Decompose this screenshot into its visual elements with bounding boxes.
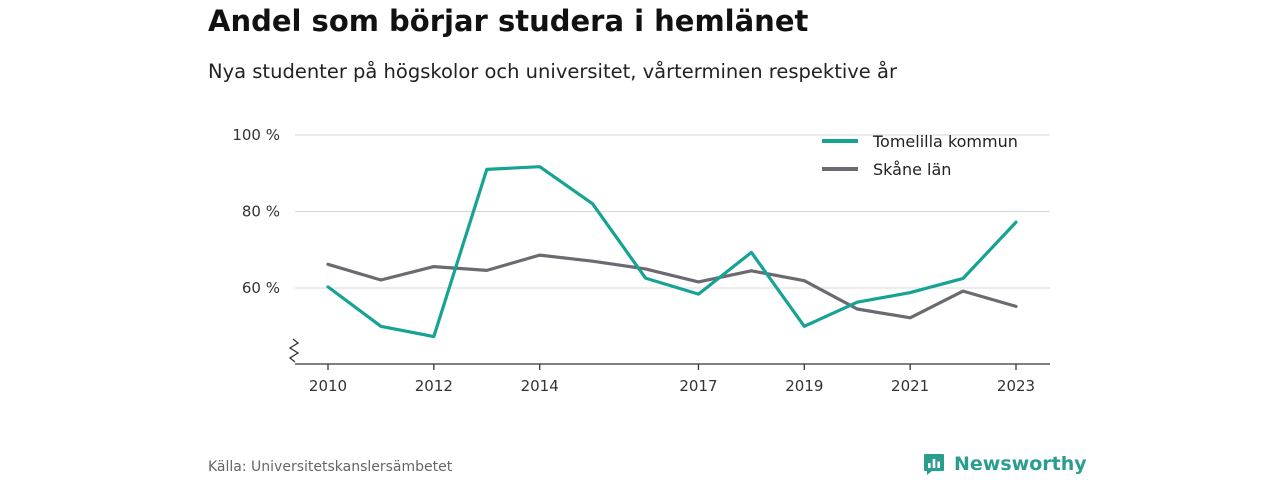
legend-label: Tomelilla kommun (872, 132, 1018, 151)
y-tick-label: 100 % (232, 126, 280, 144)
x-tick-label: 2021 (891, 377, 929, 395)
brand-logo[interactable]: Newsworthy (922, 450, 1087, 478)
x-tick-label: 2014 (521, 377, 559, 395)
chart-subtitle: Nya studenter på högskolor och universit… (208, 60, 897, 83)
x-tick-label: 2019 (785, 377, 823, 395)
newsworthy-logo-icon (924, 454, 944, 475)
y-tick-label: 80 % (242, 203, 280, 221)
x-tick-label: 2017 (679, 377, 717, 395)
y-tick-label: 60 % (242, 279, 280, 297)
series-line-tomelilla (326, 165, 1018, 339)
chart-title: Andel som börjar studera i hemlänet (208, 4, 809, 38)
legend-label: Skåne län (873, 160, 951, 179)
x-tick-label: 2023 (997, 377, 1035, 395)
x-tick-label: 2012 (415, 377, 453, 395)
axis-break-icon (288, 338, 300, 363)
x-tick-label: 2010 (309, 377, 347, 395)
source-note: Källa: Universitetskanslersämbetet (208, 459, 453, 475)
brand-name: Newsworthy (954, 453, 1087, 475)
series-line-skane (326, 253, 1018, 320)
